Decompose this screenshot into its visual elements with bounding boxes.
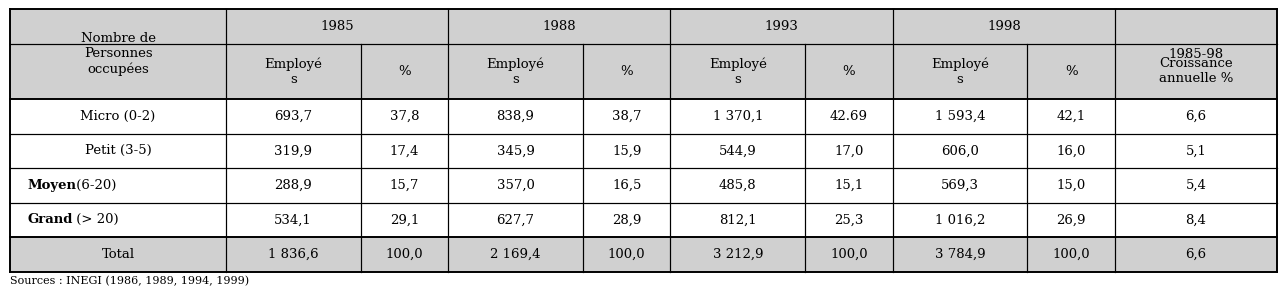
Text: 8,4: 8,4	[1185, 214, 1206, 226]
Text: 693,7: 693,7	[274, 110, 313, 123]
Text: 100,0: 100,0	[1053, 248, 1090, 261]
Text: 1985: 1985	[320, 20, 354, 33]
Text: 485,8: 485,8	[719, 179, 757, 192]
Text: 15,0: 15,0	[1057, 179, 1086, 192]
Text: 25,3: 25,3	[834, 214, 864, 226]
Text: 17,0: 17,0	[834, 144, 864, 157]
Text: 16,5: 16,5	[613, 179, 641, 192]
Text: 6,6: 6,6	[1185, 248, 1206, 261]
Bar	[893, 9, 1115, 43]
Text: Total: Total	[102, 248, 135, 261]
Text: %: %	[843, 65, 856, 78]
Text: 544,9: 544,9	[719, 144, 757, 157]
Text: 534,1: 534,1	[274, 214, 311, 226]
Text: (6-20): (6-20)	[72, 179, 116, 192]
Bar	[671, 43, 806, 99]
Text: 1 370,1: 1 370,1	[713, 110, 763, 123]
Text: Sources : INEGI (1986, 1989, 1994, 1999): Sources : INEGI (1986, 1989, 1994, 1999)	[10, 276, 250, 287]
Text: 838,9: 838,9	[497, 110, 534, 123]
Bar	[10, 237, 1277, 272]
Text: 1 016,2: 1 016,2	[934, 214, 986, 226]
Text: 345,9: 345,9	[497, 144, 534, 157]
Text: 1985-98: 1985-98	[1169, 47, 1224, 60]
Text: Moyen: Moyen	[27, 179, 76, 192]
Text: 26,9: 26,9	[1057, 214, 1086, 226]
Text: 1 836,6: 1 836,6	[268, 248, 318, 261]
Text: 100,0: 100,0	[607, 248, 646, 261]
Text: 627,7: 627,7	[497, 214, 534, 226]
Bar	[10, 168, 1277, 203]
Bar	[583, 43, 671, 99]
Bar	[10, 9, 225, 99]
Text: 37,8: 37,8	[390, 110, 420, 123]
Text: 42.69: 42.69	[830, 110, 867, 123]
Text: Grand: Grand	[27, 214, 73, 226]
Bar	[10, 99, 1277, 133]
Text: 1993: 1993	[764, 20, 798, 33]
Bar	[10, 133, 1277, 168]
Bar	[806, 43, 893, 99]
Text: 812,1: 812,1	[719, 214, 757, 226]
Text: %: %	[398, 65, 411, 78]
Bar	[1027, 43, 1115, 99]
Text: Employé
s: Employé s	[709, 57, 767, 85]
Text: 5,4: 5,4	[1185, 179, 1206, 192]
Text: 6,6: 6,6	[1185, 110, 1206, 123]
Text: 1 593,4: 1 593,4	[934, 110, 986, 123]
Text: 1988: 1988	[543, 20, 577, 33]
Text: 100,0: 100,0	[830, 248, 867, 261]
Text: 17,4: 17,4	[390, 144, 420, 157]
Text: 42,1: 42,1	[1057, 110, 1086, 123]
Text: 28,9: 28,9	[613, 214, 641, 226]
Text: Employé
s: Employé s	[932, 57, 988, 85]
Text: Croissance
annuelle %: Croissance annuelle %	[1158, 57, 1233, 85]
Text: 5,1: 5,1	[1185, 144, 1206, 157]
Text: 15,9: 15,9	[613, 144, 641, 157]
Bar	[893, 43, 1027, 99]
Text: 2 169,4: 2 169,4	[490, 248, 541, 261]
Text: (> 20): (> 20)	[72, 214, 118, 226]
Text: 15,1: 15,1	[834, 179, 864, 192]
Text: 3 784,9: 3 784,9	[934, 248, 986, 261]
Text: Employé
s: Employé s	[486, 57, 544, 85]
Text: 100,0: 100,0	[386, 248, 423, 261]
Bar	[10, 203, 1277, 237]
Text: %: %	[620, 65, 633, 78]
Text: Micro (0-2): Micro (0-2)	[81, 110, 156, 123]
Text: 569,3: 569,3	[941, 179, 979, 192]
Bar	[225, 9, 448, 43]
Bar	[1115, 9, 1277, 99]
Bar	[360, 43, 448, 99]
Bar	[225, 43, 360, 99]
Text: 357,0: 357,0	[497, 179, 534, 192]
Text: 606,0: 606,0	[941, 144, 979, 157]
Text: 38,7: 38,7	[611, 110, 641, 123]
Text: 288,9: 288,9	[274, 179, 311, 192]
Text: 319,9: 319,9	[274, 144, 313, 157]
Text: 1998: 1998	[987, 20, 1021, 33]
Text: %: %	[1064, 65, 1077, 78]
Text: 29,1: 29,1	[390, 214, 420, 226]
Text: Petit (3-5): Petit (3-5)	[85, 144, 152, 157]
Bar	[448, 9, 671, 43]
Bar	[448, 43, 583, 99]
Text: Nombre de
Personnes
occupées: Nombre de Personnes occupées	[81, 32, 156, 76]
Text: 16,0: 16,0	[1057, 144, 1086, 157]
Bar	[671, 9, 893, 43]
Text: 3 212,9: 3 212,9	[713, 248, 763, 261]
Text: 15,7: 15,7	[390, 179, 420, 192]
Text: Employé
s: Employé s	[264, 57, 322, 85]
